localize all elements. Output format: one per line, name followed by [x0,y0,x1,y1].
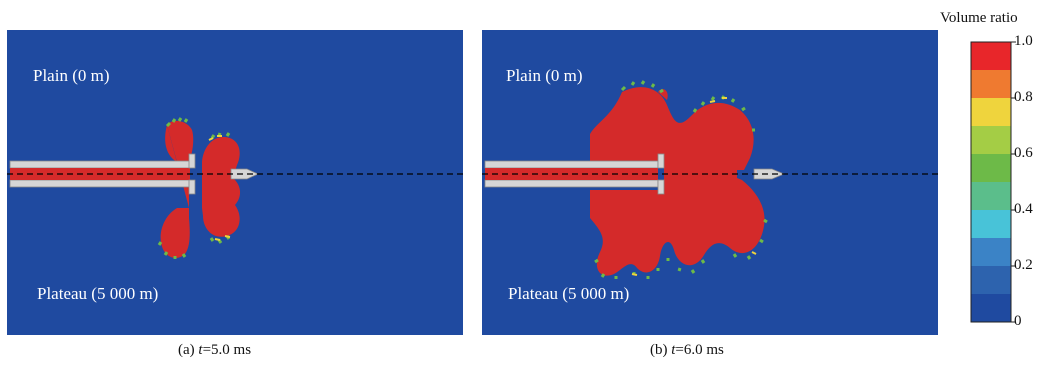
caption-a: (a) t=5.0 ms [178,342,252,358]
legend-swatch [971,98,1011,126]
legend-swatch [971,70,1011,98]
plain-label-a: Plain (0 m) [33,66,110,85]
legend-swatch [971,266,1011,294]
legend-swatch [971,238,1011,266]
projectile-a [230,168,259,180]
legend-colorbar [970,41,1016,323]
legend-tick-0-6: 0.6 [1014,145,1033,161]
legend-swatch [971,210,1011,238]
legend-swatch [971,42,1011,70]
fluid-plume-a [157,117,241,259]
panel-b-field [482,30,938,335]
legend-tick-0-2: 0.2 [1014,257,1033,273]
projectile-b [753,168,786,180]
plain-label-b: Plain (0 m) [506,66,583,85]
panel-b: Plain (0 m) Plateau (5 000 m) [482,30,938,335]
plateau-label-b: Plateau (5 000 m) [508,284,630,303]
legend-swatch [971,294,1011,322]
plateau-label-a: Plateau (5 000 m) [37,284,159,303]
legend-frame [970,41,1012,323]
legend-swatch [971,126,1011,154]
legend-tick-0-8: 0.8 [1014,89,1033,105]
caption-b: (b) t=6.0 ms [650,342,724,358]
legend-title: Volume ratio [940,10,1018,26]
barrel-b [484,153,786,195]
panel-a: Plain (0 m) Plateau (5 000 m) [7,30,463,335]
legend-tick-0-4: 0.4 [1014,201,1033,217]
legend-swatch [971,154,1011,182]
legend-tick-1-0: 1.0 [1014,33,1033,49]
fluid-plume-b [590,80,768,279]
volume-ratio-legend: Volume ratio 1.0 0.8 0.6 0.4 0.2 0 [940,0,1056,340]
panel-a-field [7,30,463,335]
legend-tick-0: 0 [1014,313,1022,329]
legend-swatch [971,182,1011,210]
